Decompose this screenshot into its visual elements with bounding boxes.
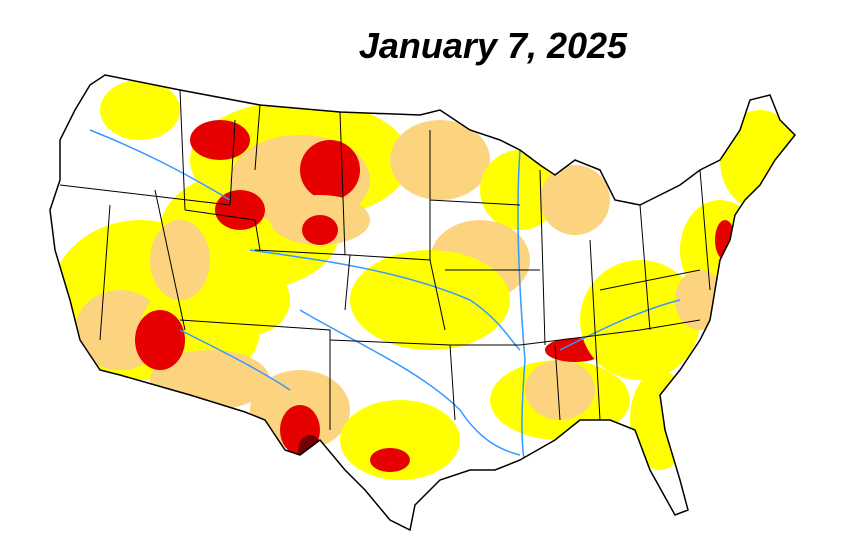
- state-border: [99, 204, 111, 341]
- state-border: [179, 319, 331, 430]
- drought-area: [370, 448, 410, 472]
- drought-area: [540, 165, 610, 235]
- river: [179, 329, 291, 391]
- state-border: [554, 344, 561, 421]
- state-border: [589, 239, 601, 421]
- state-border: [539, 169, 546, 346]
- drought-area: [630, 370, 690, 470]
- drought-area: [150, 220, 210, 300]
- state-border: [184, 209, 261, 251]
- river: [299, 309, 521, 456]
- state-border: [254, 104, 261, 171]
- drought-area: [720, 110, 795, 210]
- state-border: [154, 189, 186, 331]
- state-border: [699, 169, 711, 291]
- drought-area: [100, 80, 180, 140]
- drought-area: [715, 220, 735, 260]
- drought-area: [190, 120, 250, 160]
- river: [89, 129, 231, 201]
- state-border: [599, 269, 701, 291]
- drought-area: [350, 250, 510, 350]
- state-border: [59, 184, 231, 206]
- river: [559, 299, 681, 351]
- drought-area: [210, 265, 290, 335]
- drought-area: [580, 260, 700, 380]
- drought-area: [135, 310, 185, 370]
- drought-area: [302, 215, 338, 245]
- river: [517, 149, 526, 466]
- drought-area: [525, 360, 595, 420]
- state-border: [639, 204, 651, 331]
- drought-areas: [50, 80, 795, 480]
- map-lines: [59, 89, 711, 466]
- state-border: [229, 119, 236, 206]
- drought-area: [390, 120, 490, 200]
- drought-area: [298, 435, 322, 465]
- map-title: January 7, 2025: [359, 25, 628, 66]
- state-border: [429, 199, 521, 206]
- drought-area: [300, 140, 360, 200]
- state-border: [179, 89, 186, 211]
- river: [249, 249, 521, 351]
- state-border: [519, 319, 701, 346]
- state-border: [339, 111, 346, 256]
